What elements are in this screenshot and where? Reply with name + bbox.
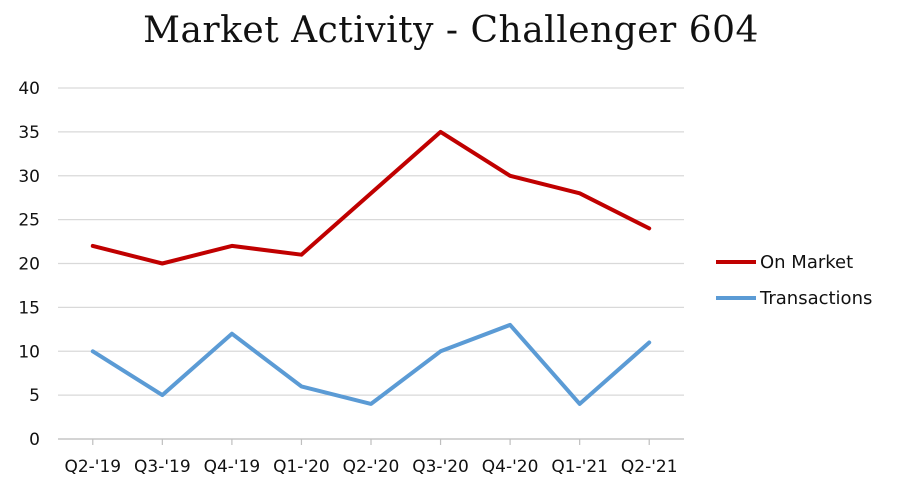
x-tick-label-5: Q3-'20: [412, 457, 469, 477]
y-tick-label-10: 10: [18, 342, 40, 362]
x-tick-label-8: Q2-'21: [621, 457, 678, 477]
legend-label-on-market: On Market: [760, 252, 853, 273]
chart-title: Market Activity - Challenger 604: [143, 10, 759, 51]
x-tick-label-7: Q1-'21: [551, 457, 608, 477]
x-tick-label-4: Q2-'20: [343, 457, 400, 477]
y-tick-label-20: 20: [18, 255, 40, 275]
x-tick-label-1: Q3-'19: [134, 457, 191, 477]
x-tick-label-3: Q1-'20: [273, 457, 330, 477]
x-tick-label-2: Q4-'19: [204, 457, 261, 477]
y-tick-label-25: 25: [18, 211, 40, 231]
series-line-on-market: [90, 129, 652, 266]
y-tick-label-0: 0: [29, 430, 40, 450]
y-tick-label-30: 30: [18, 167, 40, 187]
y-tick-label-15: 15: [18, 298, 40, 318]
x-tick-label-6: Q4-'20: [482, 457, 539, 477]
y-tick-label-35: 35: [18, 123, 40, 143]
y-tick-label-5: 5: [29, 386, 40, 406]
y-tick-label-40: 40: [18, 79, 40, 99]
x-tick-label-0: Q2-'19: [64, 457, 121, 477]
series-line-transactions: [90, 322, 652, 406]
legend-label-transactions: Transactions: [759, 288, 872, 309]
